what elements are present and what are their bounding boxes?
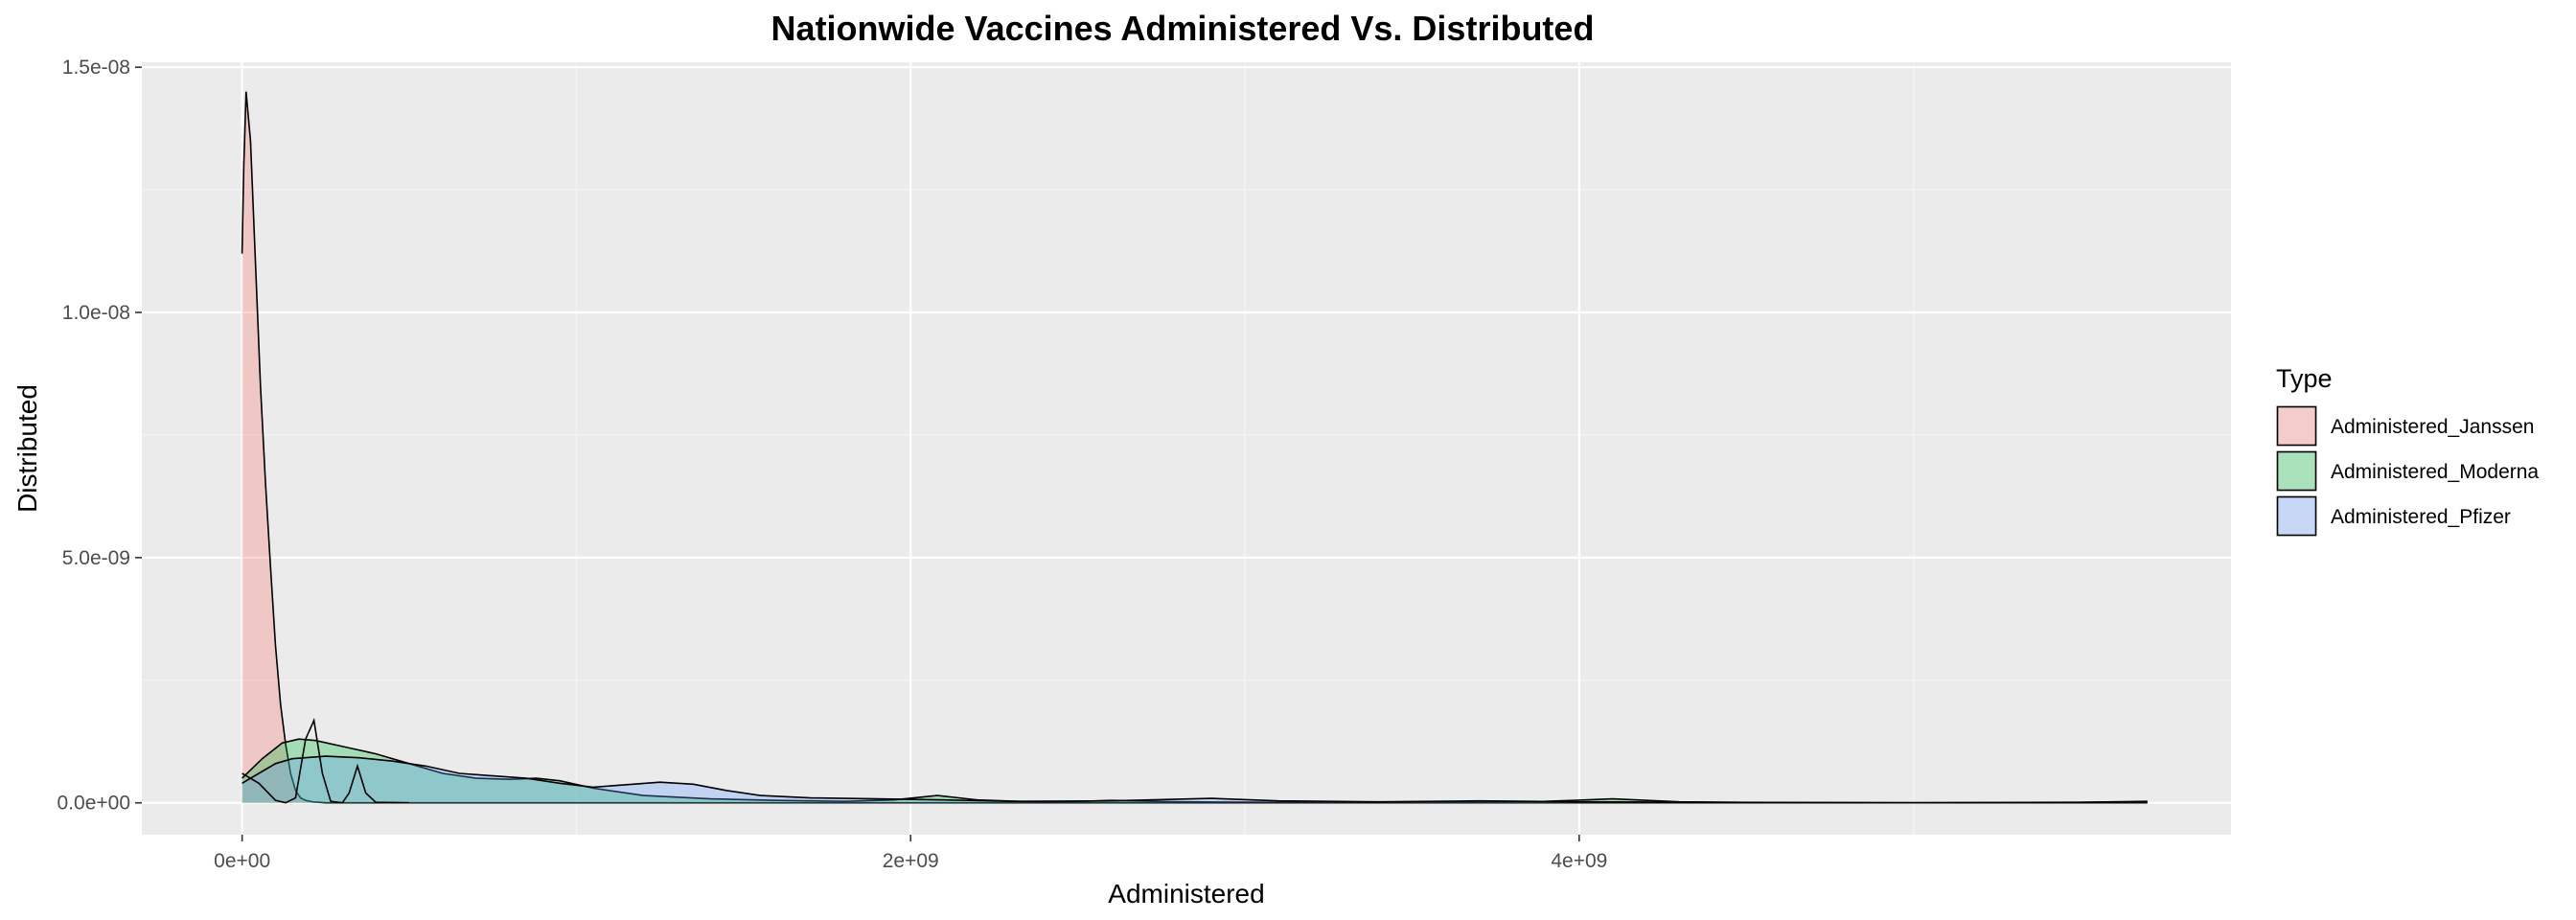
minor-gridlines — [142, 62, 2231, 835]
legend: Type Administered_Janssen Administered_Mo… — [2276, 364, 2539, 537]
y-axis-title: Distributed — [12, 384, 42, 513]
y-tick-label: 0.0e+00 — [58, 793, 131, 815]
plot-panel — [142, 62, 2231, 835]
density-areas — [241, 91, 2148, 804]
legend-key-administered-janssen — [2276, 405, 2317, 447]
legend-label-administered-moderna: Administered_Moderna — [2331, 461, 2539, 483]
legend-key-administered-pfizer — [2276, 495, 2317, 537]
density-line-secondary — [242, 718, 410, 804]
chart-title: Nationwide Vaccines Administered Vs. Dis… — [771, 9, 1595, 48]
density-line-administered-moderna — [242, 738, 2148, 804]
legend-swatch-administered-moderna — [2276, 450, 2317, 492]
axis-ticks: 0e+00 2e+09 4e+09 0.0e+00 5.0e-09 1.0e-08 1.5e… — [58, 57, 1608, 872]
legend-key-administered-moderna — [2276, 450, 2317, 492]
legend-title: Type — [2276, 364, 2333, 393]
x-tick-label: 4e+09 — [1551, 850, 1607, 872]
y-tick-label: 1.0e-08 — [62, 302, 130, 324]
legend-label-administered-janssen: Administered_Janssen — [2331, 416, 2534, 438]
legend-swatch-administered-pfizer — [2276, 495, 2317, 537]
density-area-administered-pfizer — [242, 756, 2148, 803]
density-area-administered-moderna — [242, 739, 2148, 803]
density-line-administered-pfizer — [242, 755, 2148, 804]
x-tick-label: 2e+09 — [883, 850, 939, 872]
y-tick-label: 5.0e-09 — [62, 547, 130, 569]
x-tick-label: 0e+00 — [214, 850, 270, 872]
x-axis-title: Administered — [1108, 879, 1264, 908]
legend-items: Administered_Janssen Administered_Moderna… — [2276, 405, 2539, 537]
density-line-administered-janssen — [241, 91, 2148, 804]
legend-swatch-administered-janssen — [2276, 405, 2317, 447]
legend-label-administered-pfizer: Administered_Pfizer — [2331, 506, 2511, 528]
y-tick-label: 1.5e-08 — [62, 57, 130, 79]
